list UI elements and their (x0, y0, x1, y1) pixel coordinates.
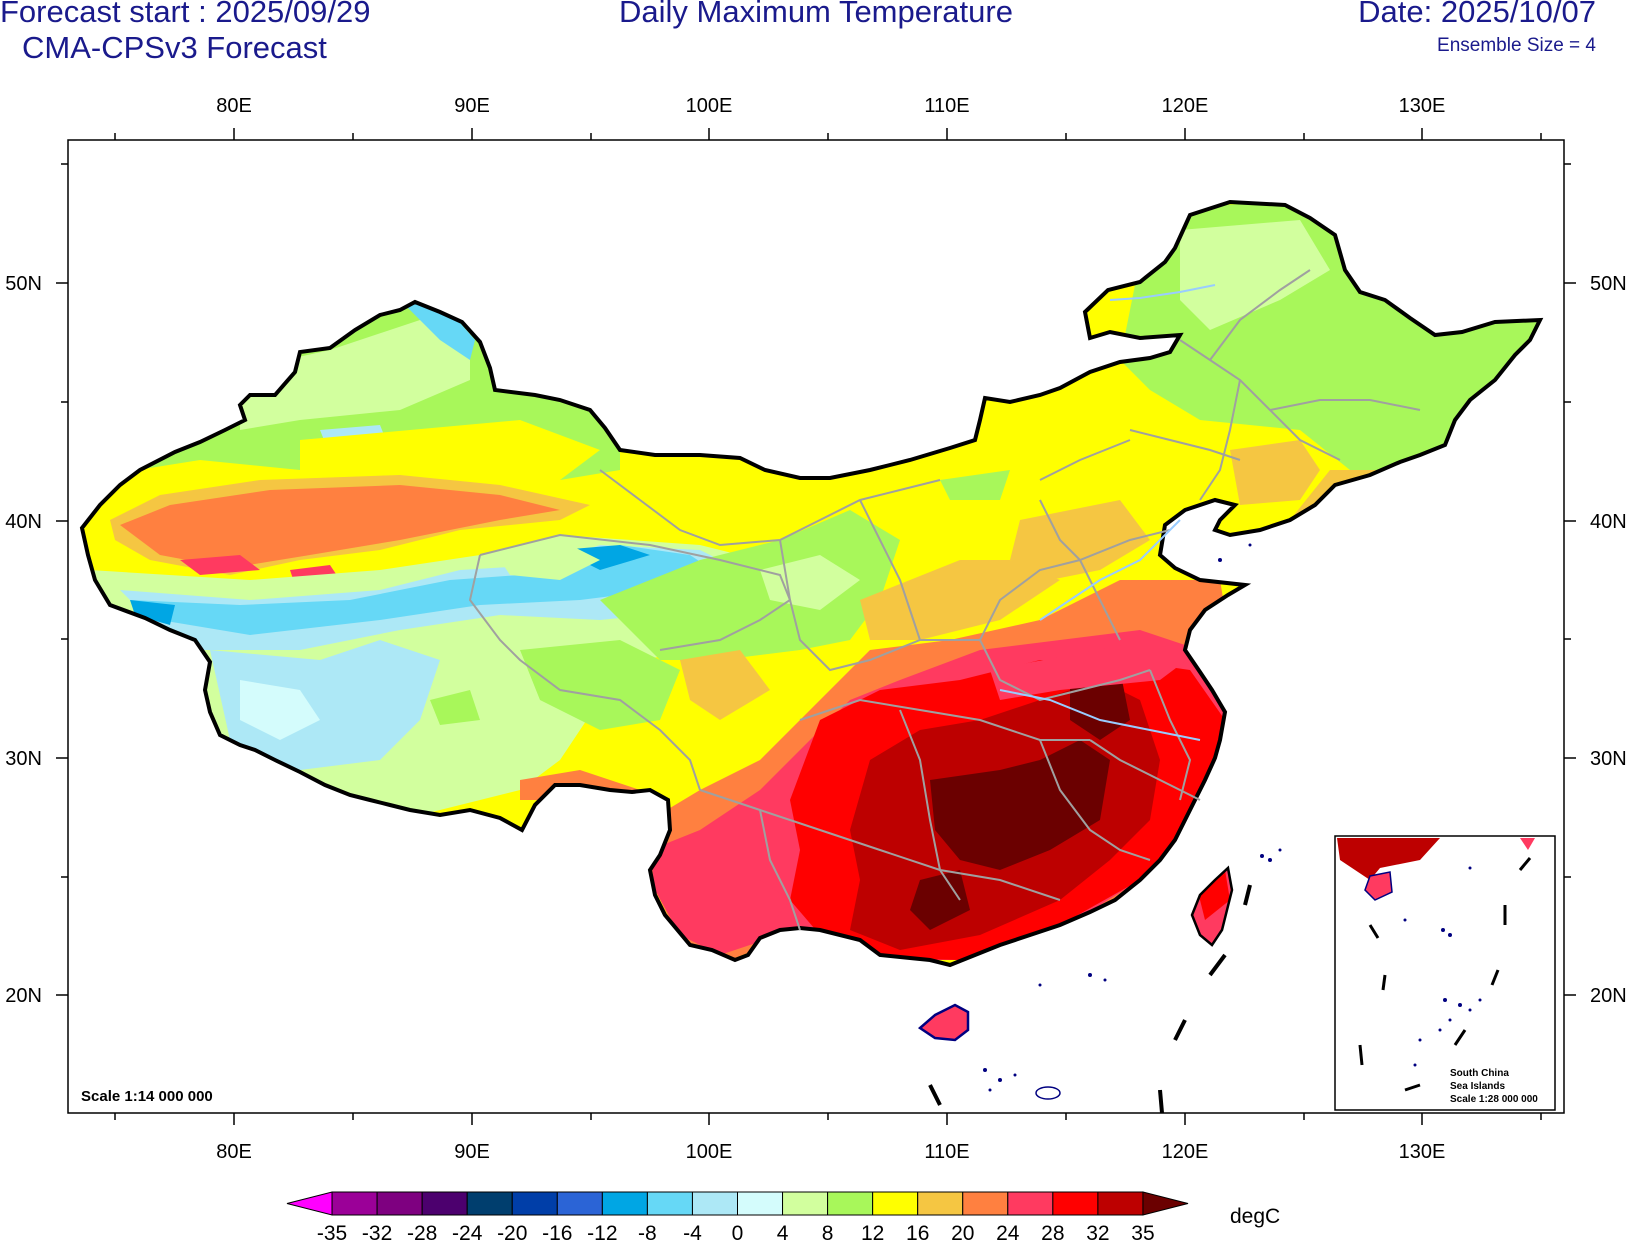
lon-label-bottom-130e: 130E (1399, 1141, 1446, 1163)
colorbar-tick-label: 4 (777, 1222, 789, 1241)
inset-label-1: South China (1450, 1068, 1509, 1079)
colorbar-swatch (286, 1191, 333, 1216)
lat-label-left-20n: 20N (5, 985, 42, 1007)
colorbar-swatch (646, 1191, 693, 1216)
islands-ellipse (1035, 1086, 1061, 1100)
colorbar-swatch (1052, 1191, 1099, 1216)
colorbar-tick-label: 35 (1131, 1222, 1154, 1241)
axis-ticks (56, 128, 1576, 1125)
lon-label-bottom-80e: 80E (216, 1141, 252, 1163)
colorbar-swatch (737, 1191, 784, 1216)
colorbar-swatch (872, 1191, 919, 1216)
colorbar-unit-label: degC (1230, 1205, 1280, 1228)
model-label: CMA-CPSv3 Forecast (22, 30, 327, 65)
lat-label-right-30n: 30N (1590, 748, 1627, 770)
colorbar-swatch (1142, 1191, 1189, 1216)
colorbar-tick-label: 8 (822, 1222, 834, 1241)
forecast-start-label: Forecast start : 2025/09/29 (0, 0, 371, 29)
ensemble-size-label: Ensemble Size = 4 (1437, 35, 1596, 56)
colorbar-swatch (827, 1191, 874, 1216)
lon-label-top-100e: 100E (686, 95, 733, 117)
colorbar-tick-label: 32 (1086, 1222, 1109, 1241)
colorbar-tick-label: 16 (906, 1222, 929, 1241)
lon-label-top-120e: 120E (1162, 95, 1209, 117)
lat-label-right-20n: 20N (1590, 985, 1627, 1007)
colorbar-tick-label: 0 (732, 1222, 744, 1241)
colorbar-swatch (376, 1191, 423, 1216)
colorbar-tick-label: -12 (587, 1222, 617, 1241)
color-bar: -35 -32 -28 -24 -20 -16 -12 -8 -4 0 4 8 12 16 20 24 28 32… (286, 1191, 1189, 1241)
colorbar-swatch (782, 1191, 829, 1216)
lon-label-bottom-90e: 90E (454, 1141, 490, 1163)
lat-label-left-50n: 50N (5, 273, 42, 295)
lat-label-right-40n: 40N (1590, 511, 1627, 533)
map-scale-label: Scale 1:14 000 000 (81, 1088, 213, 1105)
colorbar-tick-label: 28 (1041, 1222, 1064, 1241)
colorbar-swatch (691, 1191, 738, 1216)
lon-label-top-130e: 130E (1399, 95, 1446, 117)
colorbar-swatch (466, 1191, 513, 1216)
lat-label-left-40n: 40N (5, 511, 42, 533)
colorbar-tick-label: -24 (452, 1222, 483, 1241)
inset-label-3: Scale 1:28 000 000 (1450, 1094, 1538, 1105)
colorbar-tick-label: -4 (683, 1222, 702, 1241)
colorbar-tick-label: -32 (362, 1222, 392, 1241)
rivers (999, 284, 1216, 741)
lon-label-top-110e: 110E (924, 95, 969, 117)
colorbar-swatch (601, 1191, 648, 1216)
island-dots (983, 543, 1282, 1092)
colorbar-tick-label: -20 (497, 1222, 527, 1241)
inset-map: South China Sea Islands Scale 1:28 000 0… (1334, 835, 1556, 1111)
dash-line (928, 884, 1252, 1114)
hainan-coast (917, 1003, 970, 1042)
inset-label-2: Sea Islands (1450, 1081, 1505, 1092)
colorbar-tick-label: -8 (638, 1222, 657, 1241)
page-title: Daily Maximum Temperature (619, 0, 1013, 29)
lat-label-left-30n: 30N (5, 748, 42, 770)
colorbar-swatch (511, 1191, 558, 1216)
colorbar-swatch (1097, 1191, 1144, 1216)
province-boundaries (468, 269, 1421, 931)
colorbar-tick-label: -28 (407, 1222, 437, 1241)
colorbar-swatch (331, 1191, 378, 1216)
colorbar-tick-label: 20 (951, 1222, 974, 1241)
colorbar-tick-label: -35 (317, 1222, 347, 1241)
colorbar-swatch (1007, 1191, 1054, 1216)
lon-label-top-80e: 80E (216, 95, 252, 117)
colorbar-tick-label: 24 (996, 1222, 1020, 1241)
lon-label-bottom-120e: 120E (1162, 1141, 1209, 1163)
lon-label-bottom-100e: 100E (686, 1141, 733, 1163)
colorbar-tick-label: 12 (861, 1222, 884, 1241)
colorbar-swatch (556, 1191, 603, 1216)
colorbar-tick-label: -16 (542, 1222, 572, 1241)
taiwan-coast (1190, 865, 1234, 947)
lat-label-right-50n: 50N (1590, 273, 1627, 295)
colorbar-swatch (917, 1191, 964, 1216)
lon-label-bottom-110e: 110E (924, 1141, 969, 1163)
colorbar-swatch (962, 1191, 1009, 1216)
colorbar-swatch (421, 1191, 468, 1216)
valid-date-label: Date: 2025/10/07 (1358, 0, 1596, 29)
lon-label-top-90e: 90E (454, 95, 490, 117)
